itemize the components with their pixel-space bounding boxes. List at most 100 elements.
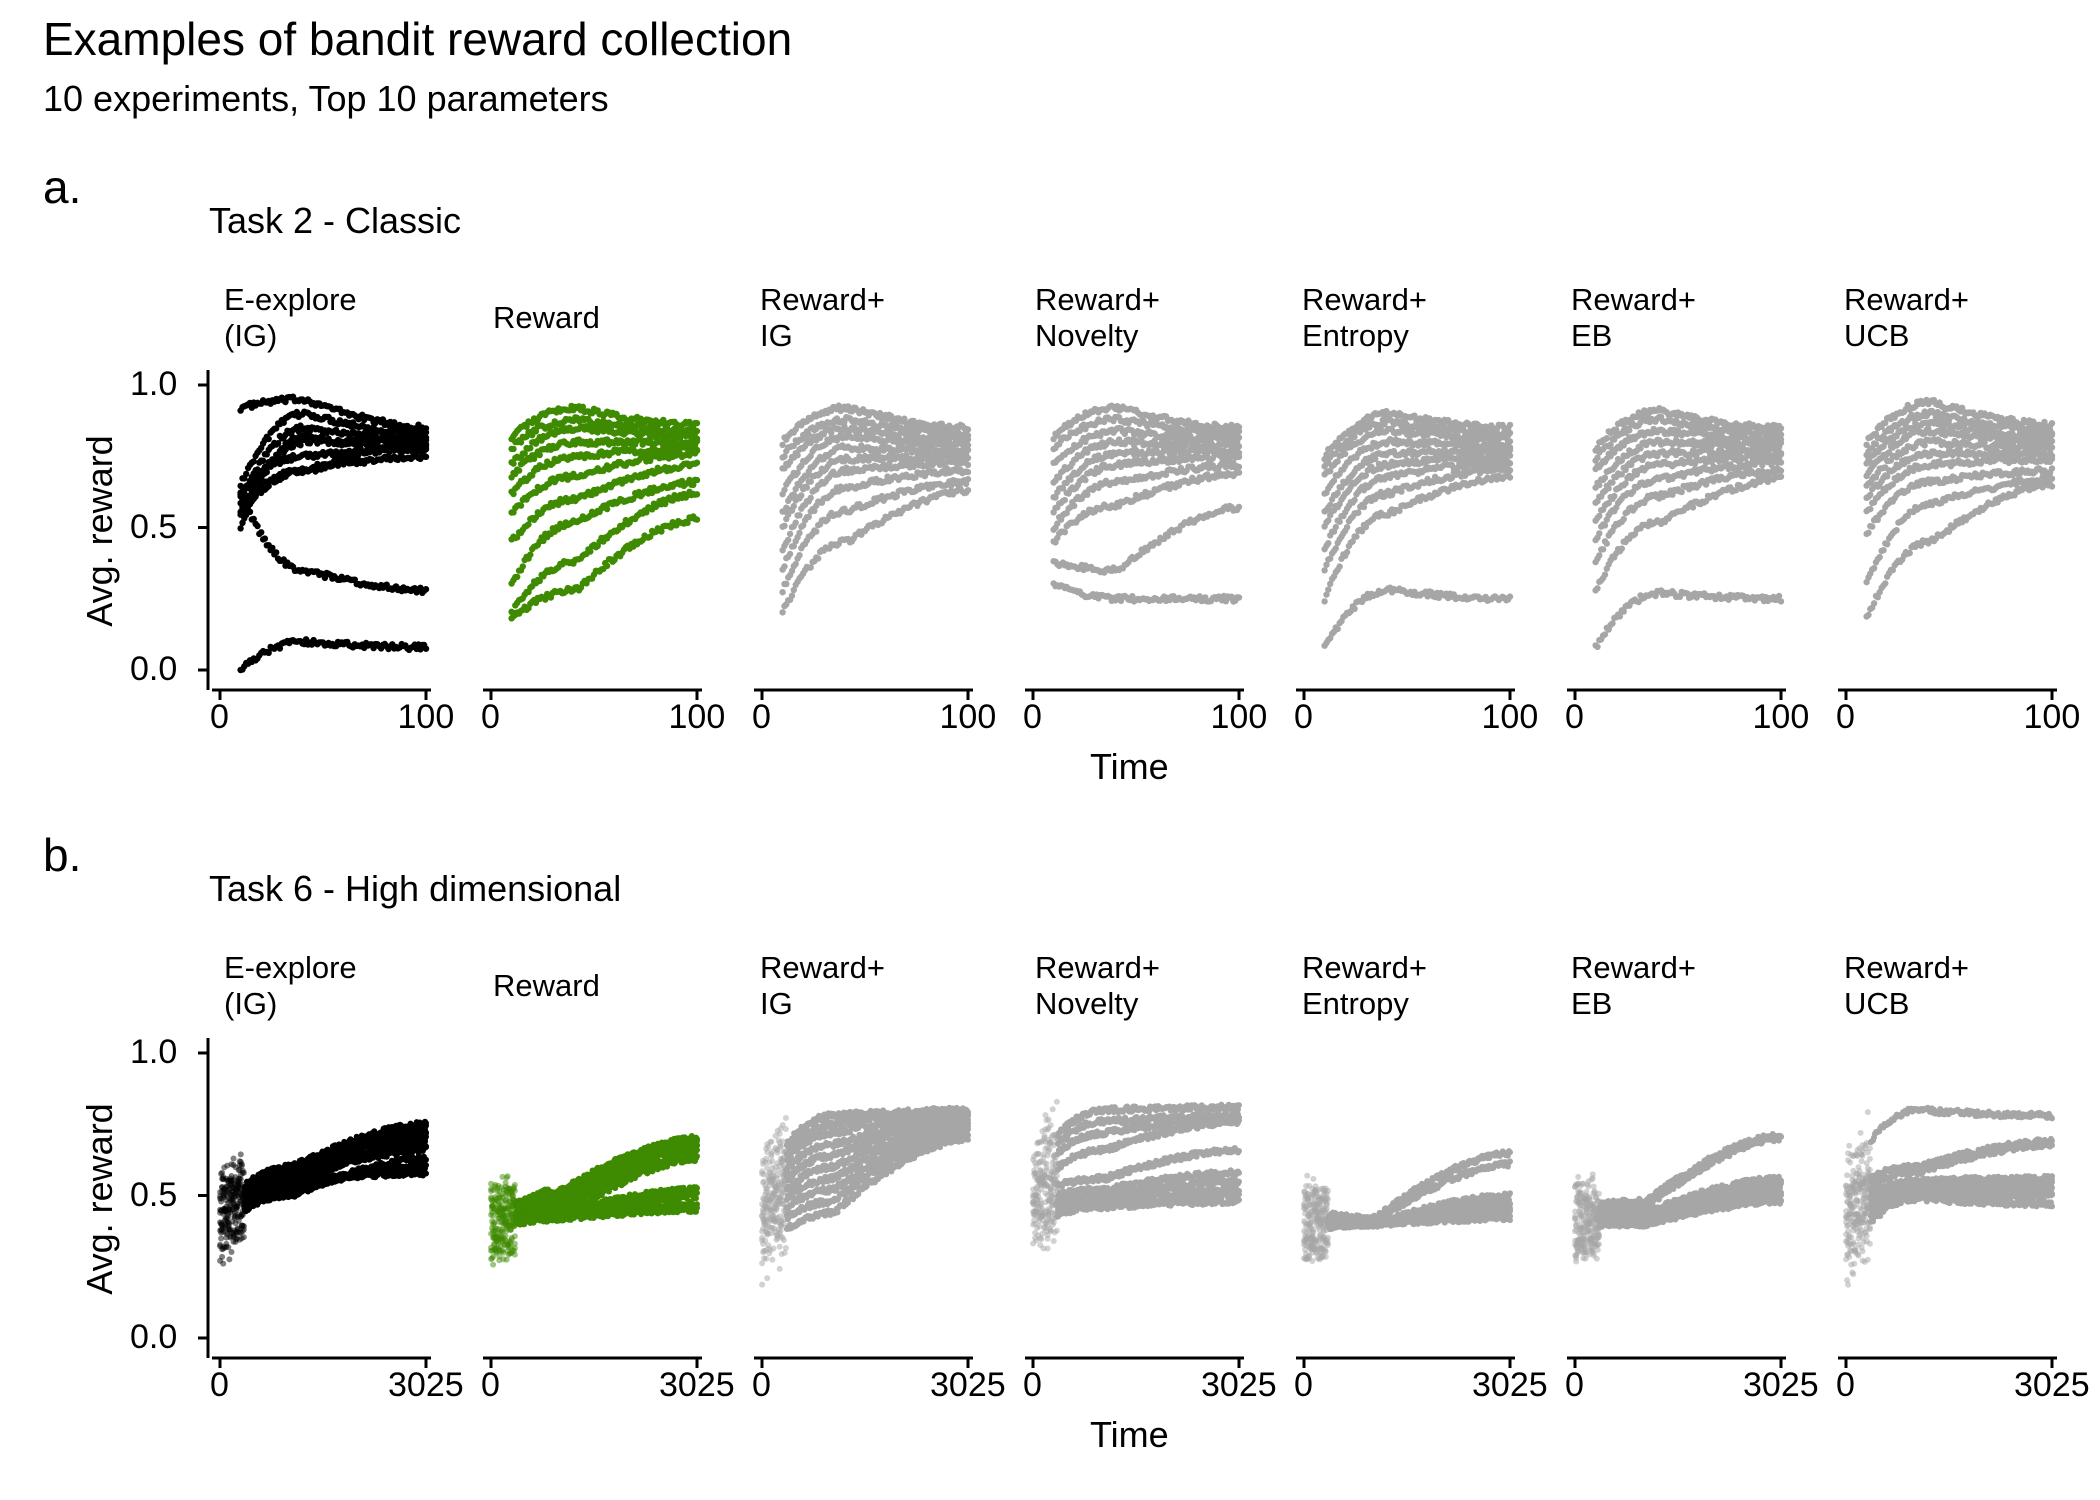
data-point <box>241 498 248 505</box>
data-point <box>536 451 543 459</box>
data-point <box>1334 625 1341 633</box>
data-point <box>321 574 329 582</box>
data-point <box>603 505 611 513</box>
data-point <box>1351 433 1358 441</box>
data-point <box>276 645 284 652</box>
data-point <box>273 425 280 432</box>
data-point <box>693 447 701 454</box>
data-point <box>786 550 794 558</box>
data-point <box>1235 503 1243 511</box>
data-point <box>1343 548 1351 556</box>
data-point <box>693 491 701 498</box>
data-point <box>803 484 811 491</box>
data-point <box>779 589 786 596</box>
data-point <box>1343 524 1351 531</box>
data-point <box>693 476 701 484</box>
data-point <box>261 535 269 542</box>
data-point <box>813 528 820 535</box>
data-point <box>1235 453 1243 460</box>
facet-points <box>237 393 430 674</box>
data-point <box>1506 474 1514 481</box>
data-point <box>1334 458 1341 465</box>
data-point <box>1321 598 1328 605</box>
data-point <box>807 564 814 571</box>
data-point <box>807 494 814 502</box>
data-point <box>271 456 278 463</box>
facet-points <box>1321 407 1514 649</box>
data-point <box>962 456 970 463</box>
data-point <box>781 522 788 529</box>
data-point <box>693 459 701 466</box>
data-point <box>422 453 430 460</box>
data-point <box>1235 594 1243 601</box>
figure-subtitle: 10 experiments, Top 10 parameters <box>43 78 609 120</box>
figure-title: Examples of bandit reward collection <box>43 12 792 66</box>
data-point <box>788 592 796 599</box>
data-point <box>785 536 792 544</box>
data-point <box>265 649 272 656</box>
data-point <box>1082 476 1089 484</box>
data-point <box>422 645 430 652</box>
data-point <box>779 441 786 448</box>
data-point <box>786 530 794 538</box>
data-point <box>515 467 523 474</box>
data-point <box>1336 518 1343 525</box>
data-point <box>1321 567 1328 574</box>
data-point <box>964 461 972 468</box>
data-point <box>1327 501 1334 509</box>
data-point <box>693 516 701 523</box>
data-point <box>250 458 257 465</box>
data-point <box>259 457 267 464</box>
data-point <box>790 502 797 510</box>
data-point <box>254 522 261 530</box>
data-point <box>237 525 244 532</box>
data-point <box>510 460 517 467</box>
data-point <box>258 529 265 536</box>
data-point <box>1355 509 1362 516</box>
data-point <box>297 442 304 449</box>
data-point <box>273 549 280 556</box>
data-point <box>779 609 786 616</box>
data-point <box>794 452 801 459</box>
data-point <box>517 502 525 509</box>
data-point <box>265 482 272 490</box>
data-point <box>1235 469 1243 476</box>
data-point <box>796 552 803 559</box>
data-point <box>1506 421 1514 429</box>
data-point <box>250 515 257 523</box>
data-point <box>815 555 822 562</box>
facet-points <box>1050 402 1243 605</box>
data-point <box>781 563 788 570</box>
data-point <box>527 444 534 452</box>
data-point <box>510 445 517 453</box>
data-point <box>792 519 799 526</box>
data-point <box>422 429 430 436</box>
data-point <box>244 484 252 492</box>
data-point <box>519 563 526 570</box>
data-point <box>1334 489 1341 497</box>
facet-points <box>508 402 701 622</box>
data-point <box>1061 529 1069 536</box>
facet-points <box>779 402 972 616</box>
data-point <box>243 470 250 478</box>
data-point <box>523 423 530 430</box>
data-point <box>1061 496 1069 504</box>
data-point <box>527 551 534 558</box>
data-point <box>783 580 790 588</box>
data-point <box>1368 445 1375 452</box>
data-point <box>1342 450 1349 458</box>
data-point <box>248 480 255 487</box>
data-point <box>422 446 430 453</box>
data-point <box>1325 586 1332 593</box>
data-point <box>1353 533 1360 540</box>
data-point <box>805 431 812 438</box>
data-point <box>1336 563 1343 570</box>
data-point <box>1325 540 1332 547</box>
data-point <box>798 492 805 499</box>
data-point <box>1506 452 1514 459</box>
data-point <box>964 476 972 483</box>
data-point <box>510 490 517 498</box>
data-point <box>964 487 972 494</box>
data-point <box>514 573 521 581</box>
